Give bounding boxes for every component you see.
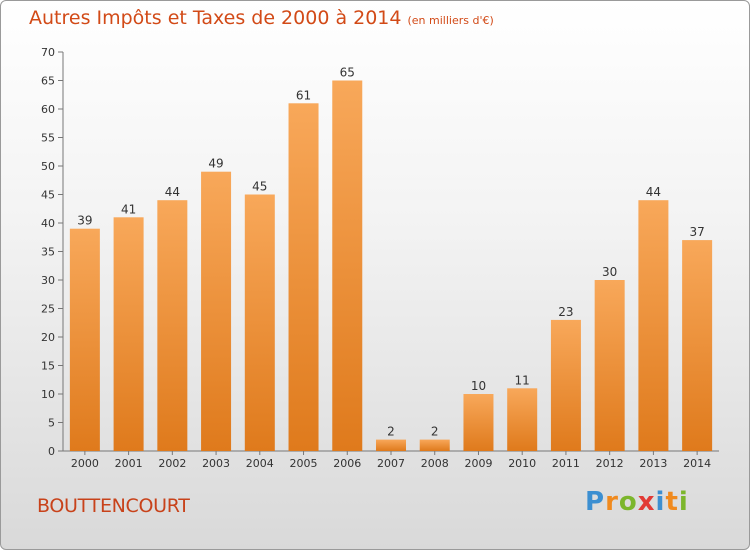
y-tick-label: 25 — [41, 303, 55, 316]
x-tick-label: 2000 — [71, 457, 99, 470]
logo-letter: P — [585, 487, 606, 517]
y-tick-label: 55 — [41, 132, 55, 145]
chart-data-labels: 39 41 44 49 45 61 65 2 2 10 11 23 30 44 37 — [77, 66, 705, 439]
data-label: 45 — [252, 180, 267, 194]
y-tick-label: 70 — [41, 46, 55, 59]
data-label: 11 — [515, 373, 530, 387]
x-tick-label: 2014 — [683, 457, 711, 470]
x-tick-label: 2002 — [158, 457, 186, 470]
bar-2011[interactable] — [550, 319, 581, 451]
bar-2013[interactable] — [638, 200, 669, 451]
bar-2014[interactable] — [682, 240, 713, 451]
x-tick-label: 2009 — [464, 457, 492, 470]
x-tick-label: 2010 — [508, 457, 536, 470]
bar-2007[interactable] — [376, 439, 406, 451]
logo-letter: x — [637, 487, 656, 517]
bar-2010[interactable] — [507, 388, 538, 451]
data-label: 10 — [471, 379, 486, 393]
y-tick-label: 65 — [41, 75, 55, 88]
data-label: 44 — [165, 185, 180, 199]
data-label: 65 — [340, 66, 355, 80]
proxiti-logo[interactable]: Proxiti — [585, 487, 689, 517]
bar-2005[interactable] — [288, 103, 319, 452]
x-tick-label: 2008 — [421, 457, 449, 470]
chart-title: Autres Impôts et Taxes de 2000 à 2014 (en… — [29, 7, 494, 29]
logo-letter: o — [618, 487, 638, 517]
logo-letter: t — [665, 487, 679, 517]
bar-2008[interactable] — [419, 439, 450, 451]
y-tick-label: 20 — [41, 331, 55, 344]
x-tick-label: 2004 — [246, 457, 274, 470]
y-tick-label: 5 — [48, 417, 55, 430]
x-tick-label: 2003 — [202, 457, 230, 470]
x-tick-label: 2012 — [596, 457, 624, 470]
commune-name: BOUTTENCOURT — [37, 495, 190, 517]
logo-letter: i — [678, 487, 689, 517]
bar-2006[interactable] — [332, 80, 363, 452]
y-tick-label: 0 — [48, 445, 55, 458]
data-label: 23 — [558, 305, 573, 319]
chart-title-main: Autres Impôts et Taxes de 2000 à 2014 — [29, 7, 402, 29]
bar-2012[interactable] — [594, 280, 625, 451]
bar-2009[interactable] — [463, 394, 494, 451]
logo-letter: i — [655, 487, 666, 517]
data-label: 49 — [208, 157, 223, 171]
y-tick-label: 35 — [41, 246, 55, 259]
y-tick-label: 45 — [41, 189, 55, 202]
chart-title-unit: (en milliers d'€) — [407, 14, 494, 27]
x-tick-label: 2011 — [552, 457, 580, 470]
y-tick-label: 15 — [41, 360, 55, 373]
chart-bars — [69, 80, 713, 452]
bar-2000[interactable] — [69, 228, 100, 451]
data-label: 61 — [296, 88, 311, 102]
x-tick-label: 2005 — [290, 457, 318, 470]
x-tick-label: 2001 — [115, 457, 143, 470]
bar-2004[interactable] — [244, 194, 275, 452]
y-tick-label: 10 — [41, 388, 55, 401]
bar-2002[interactable] — [157, 200, 188, 451]
y-tick-label: 30 — [41, 274, 55, 287]
bar-2001[interactable] — [113, 217, 144, 451]
data-label: 37 — [689, 225, 704, 239]
data-label: 2 — [431, 425, 439, 439]
data-label: 30 — [602, 265, 617, 279]
data-label: 39 — [77, 214, 92, 228]
x-tick-label: 2013 — [639, 457, 667, 470]
logo-letter: r — [605, 487, 619, 517]
data-label: 44 — [646, 185, 661, 199]
y-tick-label: 40 — [41, 217, 55, 230]
x-tick-label: 2007 — [377, 457, 405, 470]
data-label: 41 — [121, 202, 136, 216]
y-tick-label: 50 — [41, 160, 55, 173]
x-tick-label: 2006 — [333, 457, 361, 470]
bar-2003[interactable] — [201, 171, 232, 451]
data-label: 2 — [387, 425, 395, 439]
y-tick-label: 60 — [41, 103, 55, 116]
